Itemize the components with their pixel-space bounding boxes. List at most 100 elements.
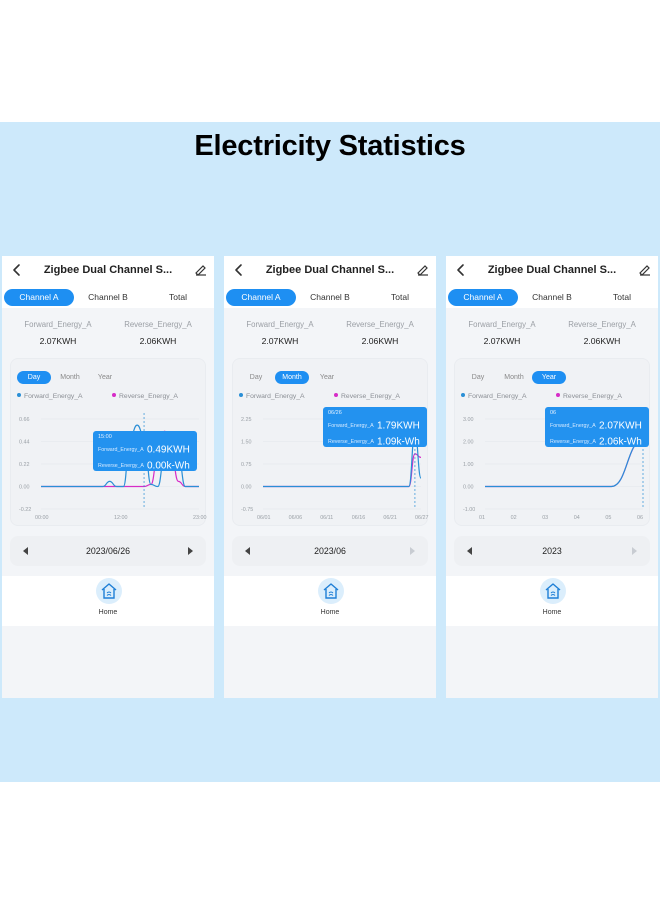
- home-button[interactable]: [96, 578, 122, 604]
- next-date-icon[interactable]: [408, 546, 416, 556]
- tooltip-reverse-row: Reverse_Energy_A 1.09k-Wh: [328, 433, 420, 451]
- back-arrow-icon[interactable]: [232, 262, 246, 278]
- device-title: Zigbee Dual Channel S...: [43, 264, 173, 276]
- legend-label-forward: Forward_Energy_A: [246, 393, 305, 400]
- home-label: Home: [98, 609, 118, 616]
- energy-summary: Forward_Energy_A 2.07KWH Reverse_Energy_…: [2, 312, 214, 352]
- tab-total[interactable]: Total: [613, 292, 631, 302]
- screen-bottom-area: [446, 626, 658, 698]
- period-year[interactable]: Year: [532, 371, 566, 384]
- tab-channel-b[interactable]: Channel B: [310, 292, 350, 302]
- chart-tooltip: 15:00 Forward_Energy_A 0.49KWH Reverse_En…: [93, 431, 197, 471]
- chart-card: Day Month Year Forward_Energy_A Reverse_…: [10, 358, 207, 526]
- tooltip-header: 06/26: [328, 410, 342, 416]
- forward-energy-label: Forward_Energy_A: [246, 320, 314, 329]
- next-date-icon[interactable]: [630, 546, 638, 556]
- legend-dot-reverse: [112, 393, 116, 397]
- x-tick-label: 23:00: [193, 515, 207, 521]
- page-title: Electricity Statistics: [194, 130, 466, 162]
- tooltip-forward-value: 2.07KWH: [599, 420, 642, 432]
- tab-channel-a[interactable]: Channel A: [448, 289, 518, 306]
- tooltip-header: 06: [550, 410, 557, 416]
- period-month[interactable]: Month: [504, 374, 524, 381]
- back-arrow-icon[interactable]: [10, 262, 24, 278]
- tab-total[interactable]: Total: [169, 292, 187, 302]
- tab-channel-b[interactable]: Channel B: [88, 292, 128, 302]
- tooltip-reverse-row: Reverse_Energy_A 2.06k-Wh: [550, 433, 642, 451]
- edit-icon[interactable]: [416, 262, 430, 276]
- channel-tabs: Channel A Channel B Total: [2, 286, 214, 308]
- forward-energy-value: 2.07KWH: [39, 336, 77, 346]
- tooltip-forward-row: Forward_Energy_A 1.79KWH: [328, 417, 420, 435]
- tab-total[interactable]: Total: [391, 292, 409, 302]
- period-year[interactable]: Year: [319, 374, 335, 381]
- legend-reverse: Reverse_Energy_A: [556, 393, 622, 400]
- chart-tooltip: 06/26 Forward_Energy_A 1.79KWH Reverse_En…: [323, 407, 427, 447]
- period-day[interactable]: Day: [17, 371, 51, 384]
- screen-bottom-area: [224, 626, 436, 698]
- prev-date-icon[interactable]: [466, 546, 474, 556]
- reverse-energy-label: Reverse_Energy_A: [568, 320, 636, 329]
- legend-forward: Forward_Energy_A: [239, 393, 305, 400]
- y-tick-label: 0.00: [241, 485, 252, 491]
- screen-body: Zigbee Dual Channel S... Channel A Chann…: [446, 256, 658, 626]
- x-tick-label: 06/16: [352, 515, 366, 521]
- period-month[interactable]: Month: [60, 374, 80, 381]
- period-day[interactable]: Day: [249, 374, 263, 381]
- bottom-nav: Home: [224, 576, 436, 626]
- x-tick-label: 06/11: [320, 515, 333, 521]
- date-selector: 2023: [454, 536, 650, 566]
- phone-screen-year: Zigbee Dual Channel S... Channel A Chann…: [446, 256, 658, 698]
- y-tick-label: 2.25: [241, 417, 252, 423]
- energy-summary: Forward_Energy_A 2.07KWH Reverse_Energy_…: [446, 312, 658, 352]
- x-tick-label: 12:00: [114, 515, 128, 521]
- x-tick-label: 03: [542, 515, 548, 521]
- tooltip-forward-row: Forward_Energy_A 0.49KWH: [98, 441, 190, 459]
- legend-label-reverse: Reverse_Energy_A: [119, 393, 178, 400]
- nav-bar: Zigbee Dual Channel S...: [224, 256, 436, 286]
- edit-icon[interactable]: [638, 262, 652, 276]
- legend-label-forward: Forward_Energy_A: [24, 393, 83, 400]
- legend-label-reverse: Reverse_Energy_A: [563, 393, 622, 400]
- chart-tooltip: 06 Forward_Energy_A 2.07KWH Reverse_Energ…: [545, 407, 649, 447]
- next-date-icon[interactable]: [186, 546, 194, 556]
- reverse-energy-value: 2.06KWH: [583, 336, 621, 346]
- period-year[interactable]: Year: [97, 374, 113, 381]
- tooltip-forward-label: Forward_Energy_A: [550, 422, 596, 429]
- legend-dot-forward: [239, 393, 243, 397]
- period-month[interactable]: Month: [275, 371, 309, 384]
- home-label: Home: [320, 609, 340, 616]
- device-title: Zigbee Dual Channel S...: [265, 264, 395, 276]
- back-arrow-icon[interactable]: [454, 262, 468, 278]
- tab-channel-a[interactable]: Channel A: [4, 289, 74, 306]
- tab-channel-a[interactable]: Channel A: [226, 289, 296, 306]
- prev-date-icon[interactable]: [22, 546, 30, 556]
- y-tick-label: 1.50: [241, 440, 252, 446]
- home-button[interactable]: [540, 578, 566, 604]
- y-tick-label: 3.00: [463, 417, 474, 423]
- tab-channel-b[interactable]: Channel B: [532, 292, 572, 302]
- legend-label-forward: Forward_Energy_A: [468, 393, 527, 400]
- channel-tabs: Channel A Channel B Total: [224, 286, 436, 308]
- period-day[interactable]: Day: [471, 374, 485, 381]
- edit-icon[interactable]: [194, 262, 208, 276]
- y-tick-label: 0.00: [463, 485, 474, 491]
- x-tick-label: 06/21: [383, 515, 397, 521]
- selected-date: 2023/06/26: [85, 546, 131, 556]
- nav-bar: Zigbee Dual Channel S...: [446, 256, 658, 286]
- tooltip-reverse-value: 0.00k-Wh: [147, 460, 190, 472]
- bottom-nav: Home: [2, 576, 214, 626]
- y-tick-label: 1.00: [463, 462, 474, 468]
- reverse-energy-label: Reverse_Energy_A: [346, 320, 414, 329]
- prev-date-icon[interactable]: [244, 546, 252, 556]
- x-tick-label: 06/27: [415, 515, 429, 521]
- home-button[interactable]: [318, 578, 344, 604]
- bottom-nav: Home: [446, 576, 658, 626]
- legend-label-reverse: Reverse_Energy_A: [341, 393, 400, 400]
- device-title: Zigbee Dual Channel S...: [487, 264, 617, 276]
- energy-summary: Forward_Energy_A 2.07KWH Reverse_Energy_…: [224, 312, 436, 352]
- x-tick-label: 01: [479, 515, 485, 521]
- reverse-energy-value: 2.06KWH: [139, 336, 177, 346]
- nav-bar: Zigbee Dual Channel S...: [2, 256, 214, 286]
